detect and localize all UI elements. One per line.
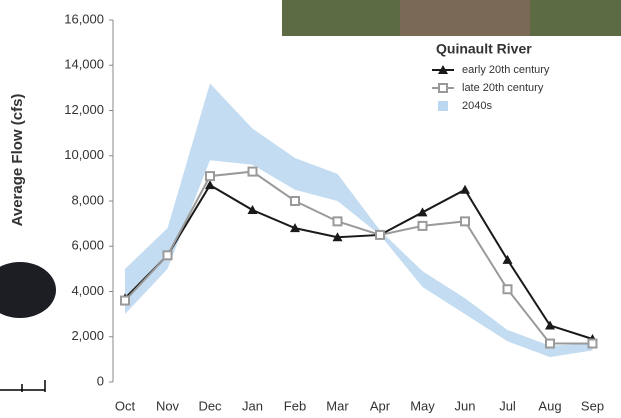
point — [460, 184, 470, 194]
legend-title: Quinault River — [436, 41, 532, 57]
point — [247, 205, 258, 215]
point — [587, 338, 598, 349]
y-axis-label: Average Flow (cfs) — [9, 94, 26, 227]
x-tick-label: Feb — [284, 398, 306, 413]
series-line — [124, 183, 593, 340]
x-tick-label: Apr — [370, 398, 391, 413]
y-tick-label: 14,000 — [64, 57, 104, 72]
x-tick-label: Oct — [115, 398, 136, 413]
x-tick-label: Aug — [538, 398, 561, 413]
x-tick-label: Dec — [198, 398, 222, 413]
point — [247, 166, 258, 177]
point — [205, 180, 215, 190]
point — [120, 295, 130, 306]
point — [375, 229, 385, 240]
legend-label: late 20th century — [462, 82, 544, 94]
point — [460, 216, 470, 227]
x-tick-label: Mar — [326, 398, 349, 413]
scale-bar — [0, 380, 46, 392]
point — [290, 223, 300, 233]
y-tick-label: 4,000 — [71, 283, 104, 298]
x-tick-label: Nov — [156, 398, 180, 413]
legend-swatch — [438, 101, 448, 111]
legend-box — [418, 36, 621, 144]
point — [502, 284, 513, 295]
x-tick-label: Jul — [499, 398, 516, 413]
plot — [120, 83, 598, 358]
y-tick-label: 6,000 — [71, 238, 104, 253]
point — [545, 320, 555, 330]
point — [332, 216, 343, 227]
point — [162, 250, 173, 261]
x-tick-label: Jun — [455, 398, 476, 413]
y-tick-label: 2,000 — [71, 328, 104, 343]
y-tick-label: 12,000 — [64, 102, 104, 117]
point — [205, 171, 215, 182]
photo-beetle — [0, 262, 56, 318]
point — [502, 254, 513, 264]
x-tick-label: Jan — [242, 398, 263, 413]
point — [545, 338, 555, 349]
series-line — [124, 170, 593, 345]
y-tick-label: 16,000 — [64, 11, 104, 26]
legend-marker — [438, 65, 448, 74]
y-tick-label: 10,000 — [64, 147, 104, 162]
photo-trunk — [400, 0, 530, 36]
legend-label: 2040s — [462, 100, 492, 112]
point — [417, 207, 428, 217]
legend-marker — [438, 83, 448, 93]
point — [332, 232, 343, 242]
y-tick-label: 0 — [97, 373, 104, 388]
legend-label: early 20th century — [462, 64, 550, 76]
x-tick-label: Sep — [581, 398, 604, 413]
point — [290, 196, 300, 206]
x-tick-label: May — [410, 398, 435, 413]
point — [417, 220, 428, 231]
band-area — [125, 83, 593, 358]
y-tick-label: 8,000 — [71, 192, 104, 207]
